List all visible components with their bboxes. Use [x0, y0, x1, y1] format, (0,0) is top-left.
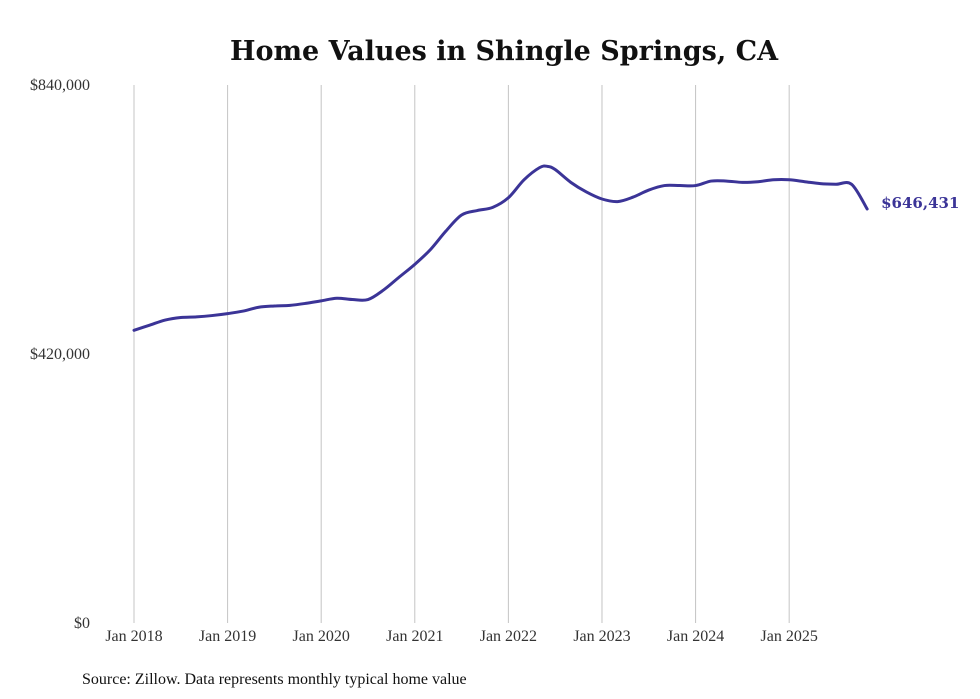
x-tick-label: Jan 2025 [761, 628, 818, 645]
chart-title: Home Values in Shingle Springs, CA [230, 36, 779, 67]
x-tick-label: Jan 2022 [480, 628, 537, 645]
x-tick-label: Jan 2019 [199, 628, 256, 645]
x-tick-label: Jan 2023 [573, 628, 630, 645]
x-tick-label: Jan 2024 [667, 628, 724, 645]
end-value-label: $646,431 [881, 194, 959, 212]
x-tick-label: Jan 2018 [105, 628, 162, 645]
series-layer: $646,431 [132, 164, 959, 332]
y-tick-label: $0 [74, 615, 90, 632]
gridlines [133, 85, 790, 623]
x-tick-label: Jan 2020 [293, 628, 350, 645]
y-axis-ticks: $0 $420,000 $840,000 [30, 77, 90, 632]
series-line [132, 164, 869, 332]
x-axis-ticks: Jan 2018 Jan 2019 Jan 2020 Jan 2021 Jan 2022… [105, 628, 818, 645]
x-tick-label: Jan 2021 [386, 628, 443, 645]
y-tick-label: $840,000 [30, 77, 90, 94]
y-tick-label: $420,000 [30, 346, 90, 363]
source-note: Source: Zillow. Data represents monthly … [82, 671, 467, 688]
